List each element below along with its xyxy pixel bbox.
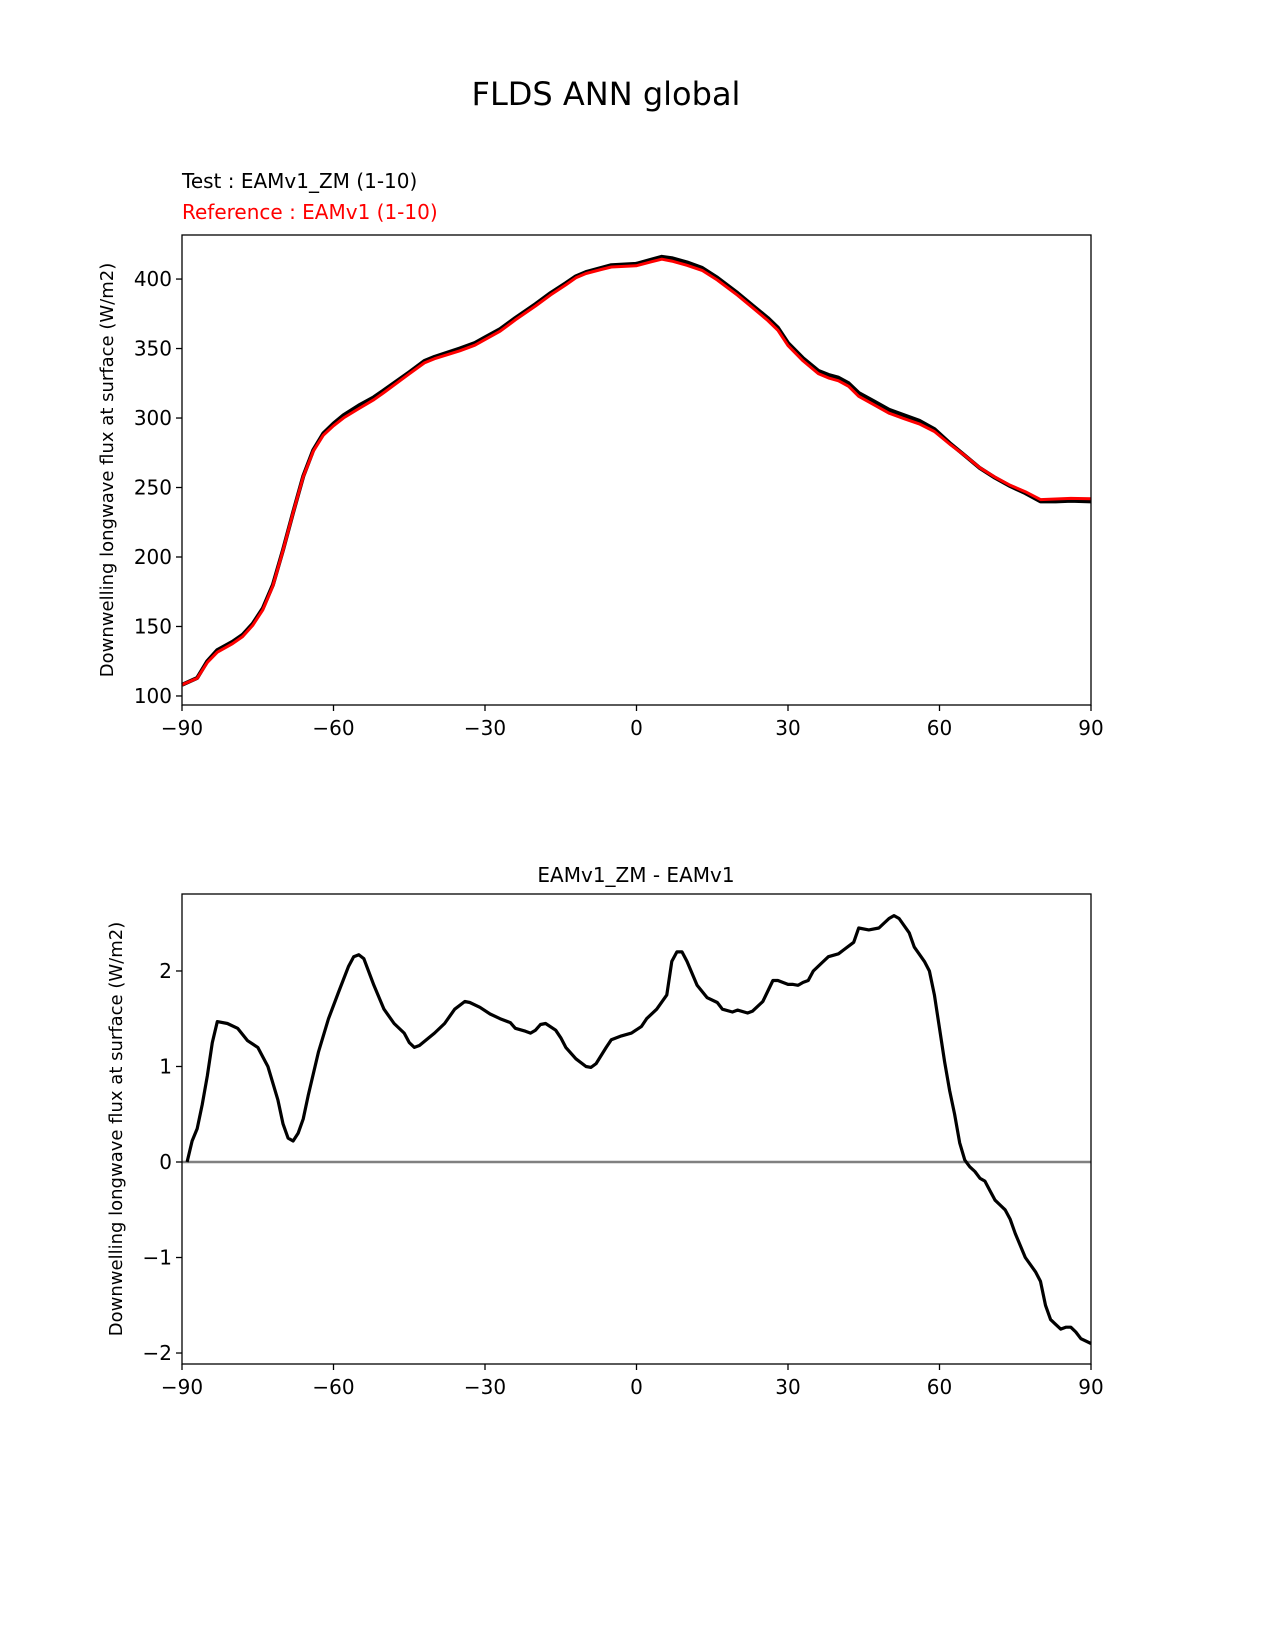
x-tick-label: 30 xyxy=(775,716,800,740)
x-tick-label: −30 xyxy=(464,1375,506,1399)
x-tick-label: 30 xyxy=(775,1375,800,1399)
y-tick-label: 1 xyxy=(159,1054,172,1078)
y-tick-label: −1 xyxy=(143,1246,172,1270)
diff-title: EAMv1_ZM - EAMv1 xyxy=(537,863,734,887)
x-tick-label: 0 xyxy=(630,716,643,740)
x-tick-label: 90 xyxy=(1078,1375,1103,1399)
x-tick-label: −90 xyxy=(161,1375,203,1399)
x-tick-label: 90 xyxy=(1078,716,1103,740)
x-tick-label: −60 xyxy=(312,1375,354,1399)
y-axis-label: Downwelling longwave flux at surface (W/… xyxy=(106,922,127,1336)
y-tick-label: 350 xyxy=(134,337,172,361)
x-tick-label: 60 xyxy=(927,716,952,740)
axes-frame xyxy=(181,893,1092,1365)
x-tick-label: 60 xyxy=(927,1375,952,1399)
y-axis-label: Downwelling longwave flux at surface (W/… xyxy=(97,263,118,677)
y-tick-label: 400 xyxy=(134,267,172,291)
y-tick-label: 200 xyxy=(134,545,172,569)
bottom-axes: −90 −60 −30 0 30 60 90 −2 −1 0 1 2 Downwelling longw… xyxy=(106,893,1104,1399)
reference-label: Reference : EAMv1 (1-10) xyxy=(182,200,438,224)
x-tick-label: −90 xyxy=(161,716,203,740)
x-tick-label: −30 xyxy=(464,716,506,740)
series-line-difference xyxy=(185,914,1092,1345)
y-tick-label: −2 xyxy=(143,1341,172,1365)
series-line-reference xyxy=(181,257,1092,687)
x-tick-label: 0 xyxy=(630,1375,643,1399)
y-tick-label: 300 xyxy=(134,406,172,430)
test-label: Test : EAMv1_ZM (1-10) xyxy=(181,169,417,193)
figure-title: FLDS ANN global xyxy=(472,75,741,113)
y-tick-label: 2 xyxy=(159,959,172,983)
y-tick-label: 0 xyxy=(159,1150,172,1174)
x-tick-label: −60 xyxy=(312,716,354,740)
y-tick-label: 250 xyxy=(134,476,172,500)
y-tick-label: 150 xyxy=(134,614,172,638)
top-axes: −90 −60 −30 0 30 60 90 100 150 200 250 300 350 400 Dow… xyxy=(97,234,1104,740)
series-line-test xyxy=(181,254,1092,687)
axes-frame xyxy=(181,234,1092,706)
y-tick-label: 100 xyxy=(134,684,172,708)
